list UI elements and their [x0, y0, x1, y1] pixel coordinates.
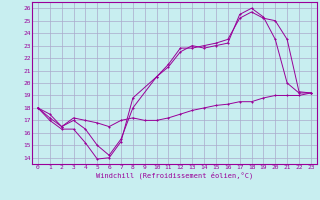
- X-axis label: Windchill (Refroidissement éolien,°C): Windchill (Refroidissement éolien,°C): [96, 172, 253, 179]
